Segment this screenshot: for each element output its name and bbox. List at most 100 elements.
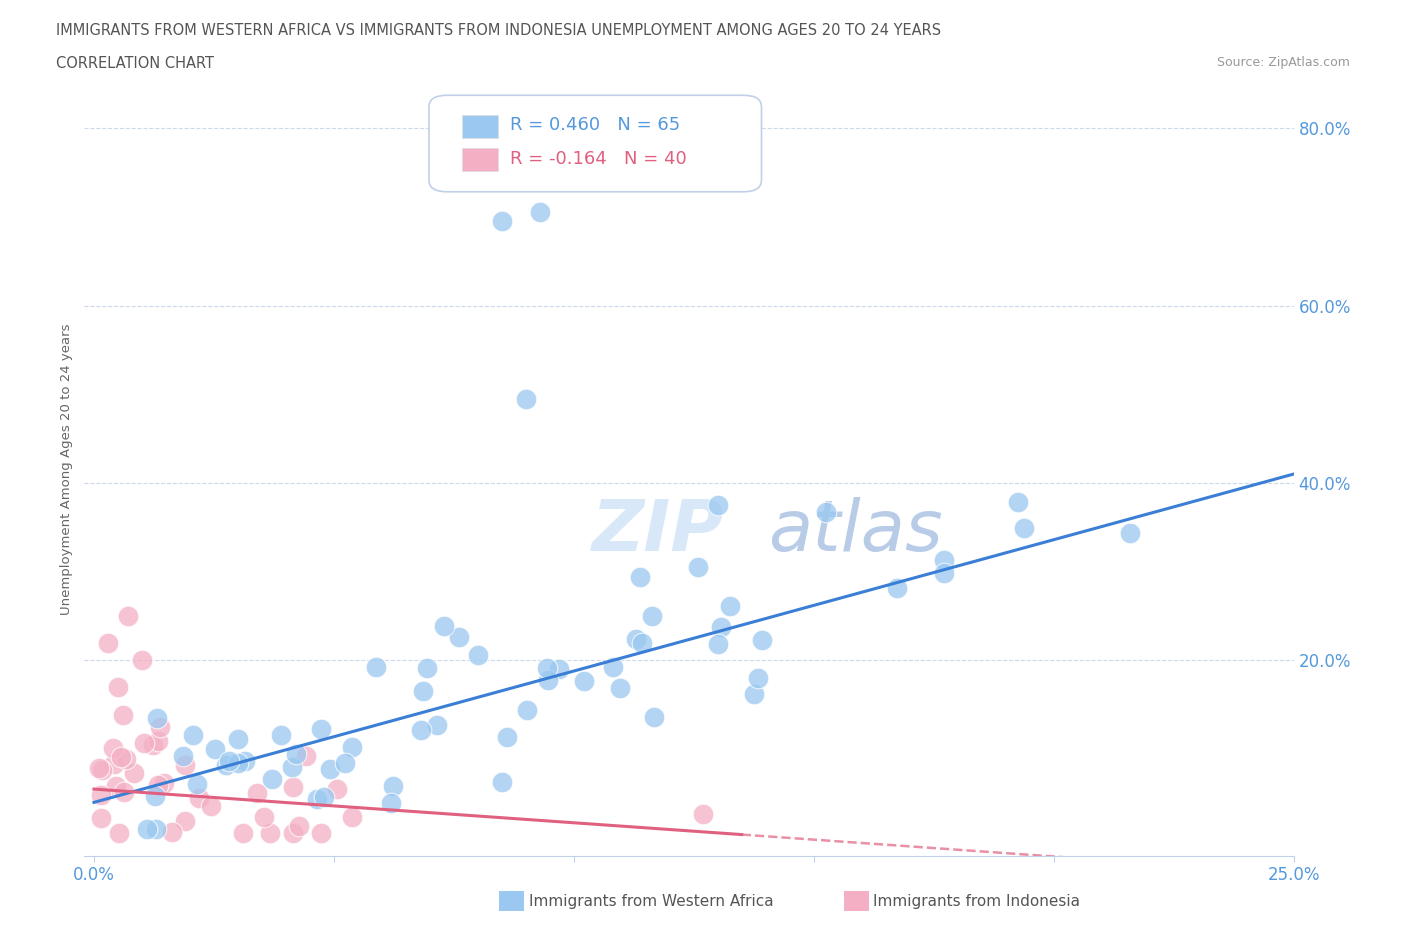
Point [174, 814, 197, 829]
Point [183, 727, 205, 742]
Text: R = 0.460   N = 65: R = 0.460 N = 65 [510, 116, 681, 134]
Text: R = -0.164   N = 40: R = -0.164 N = 40 [510, 150, 686, 167]
Point [89, 761, 111, 776]
Point [340, 810, 363, 825]
Point [643, 710, 665, 724]
Point [281, 779, 304, 794]
Point [262, 771, 284, 786]
Point [412, 684, 434, 698]
Point [309, 722, 332, 737]
Point [751, 633, 773, 648]
Point [747, 671, 769, 685]
Point [467, 648, 489, 663]
Point [122, 765, 145, 780]
Point [117, 608, 139, 623]
Point [416, 661, 439, 676]
Point [932, 552, 955, 567]
Bar [461, 148, 498, 171]
Point [259, 826, 281, 841]
Point [496, 730, 519, 745]
Text: Source: ZipAtlas.com: Source: ZipAtlas.com [1216, 56, 1350, 69]
Point [707, 636, 730, 651]
Point [253, 810, 276, 825]
Point [886, 580, 908, 595]
Point [602, 660, 624, 675]
Point [548, 661, 571, 676]
Point [742, 686, 765, 701]
Point [270, 727, 292, 742]
Text: IMMIGRANTS FROM WESTERN AFRICA VS IMMIGRANTS FROM INDONESIA UNEMPLOYMENT AMONG A: IMMIGRANTS FROM WESTERN AFRICA VS IMMIGR… [56, 23, 942, 38]
Point [447, 630, 470, 644]
Point [309, 826, 332, 841]
Point [706, 498, 728, 512]
Point [91, 763, 114, 777]
Point [90, 787, 112, 802]
Point [204, 741, 226, 756]
Point [628, 569, 651, 584]
Text: Immigrants from Indonesia: Immigrants from Indonesia [873, 894, 1080, 909]
Point [232, 826, 254, 841]
Point [246, 785, 269, 800]
Point [366, 659, 388, 674]
Text: ZIP: ZIP [592, 497, 724, 565]
Point [318, 762, 340, 777]
Point [433, 618, 456, 633]
Point [107, 680, 129, 695]
Point [288, 818, 311, 833]
Point [131, 653, 153, 668]
Point [380, 796, 402, 811]
Point [382, 779, 405, 794]
Point [162, 824, 184, 839]
Point [426, 717, 449, 732]
Point [285, 747, 308, 762]
Point [1012, 521, 1035, 536]
Point [934, 566, 956, 581]
Point [135, 821, 157, 836]
Point [218, 753, 240, 768]
Point [112, 708, 135, 723]
Point [686, 559, 709, 574]
Point [305, 792, 328, 807]
Point [146, 734, 169, 749]
Point [409, 723, 432, 737]
Point [233, 753, 256, 768]
Point [132, 736, 155, 751]
Point [314, 790, 336, 804]
Y-axis label: Unemployment Among Ages 20 to 24 years: Unemployment Among Ages 20 to 24 years [60, 324, 73, 616]
Point [326, 781, 349, 796]
Point [515, 392, 537, 406]
Point [1119, 526, 1142, 541]
Point [609, 681, 631, 696]
Point [491, 214, 513, 229]
Point [626, 631, 648, 646]
Point [153, 776, 176, 790]
Point [1007, 495, 1029, 510]
Point [718, 598, 741, 613]
Point [640, 609, 662, 624]
Point [114, 751, 136, 766]
Point [281, 826, 304, 841]
Point [516, 703, 538, 718]
Point [90, 810, 112, 825]
Point [145, 711, 167, 725]
Point [110, 750, 132, 764]
Point [186, 777, 208, 791]
Point [226, 732, 249, 747]
Point [536, 672, 558, 687]
Point [529, 205, 551, 219]
Point [145, 821, 167, 836]
Point [200, 799, 222, 814]
Point [295, 749, 318, 764]
Point [101, 740, 124, 755]
Point [143, 789, 166, 804]
Point [149, 719, 172, 734]
Point [172, 749, 194, 764]
Point [536, 660, 558, 675]
Point [333, 756, 356, 771]
Point [187, 790, 209, 805]
Point [814, 505, 837, 520]
Point [710, 619, 733, 634]
Point [104, 778, 127, 793]
Point [692, 806, 714, 821]
Point [572, 674, 595, 689]
